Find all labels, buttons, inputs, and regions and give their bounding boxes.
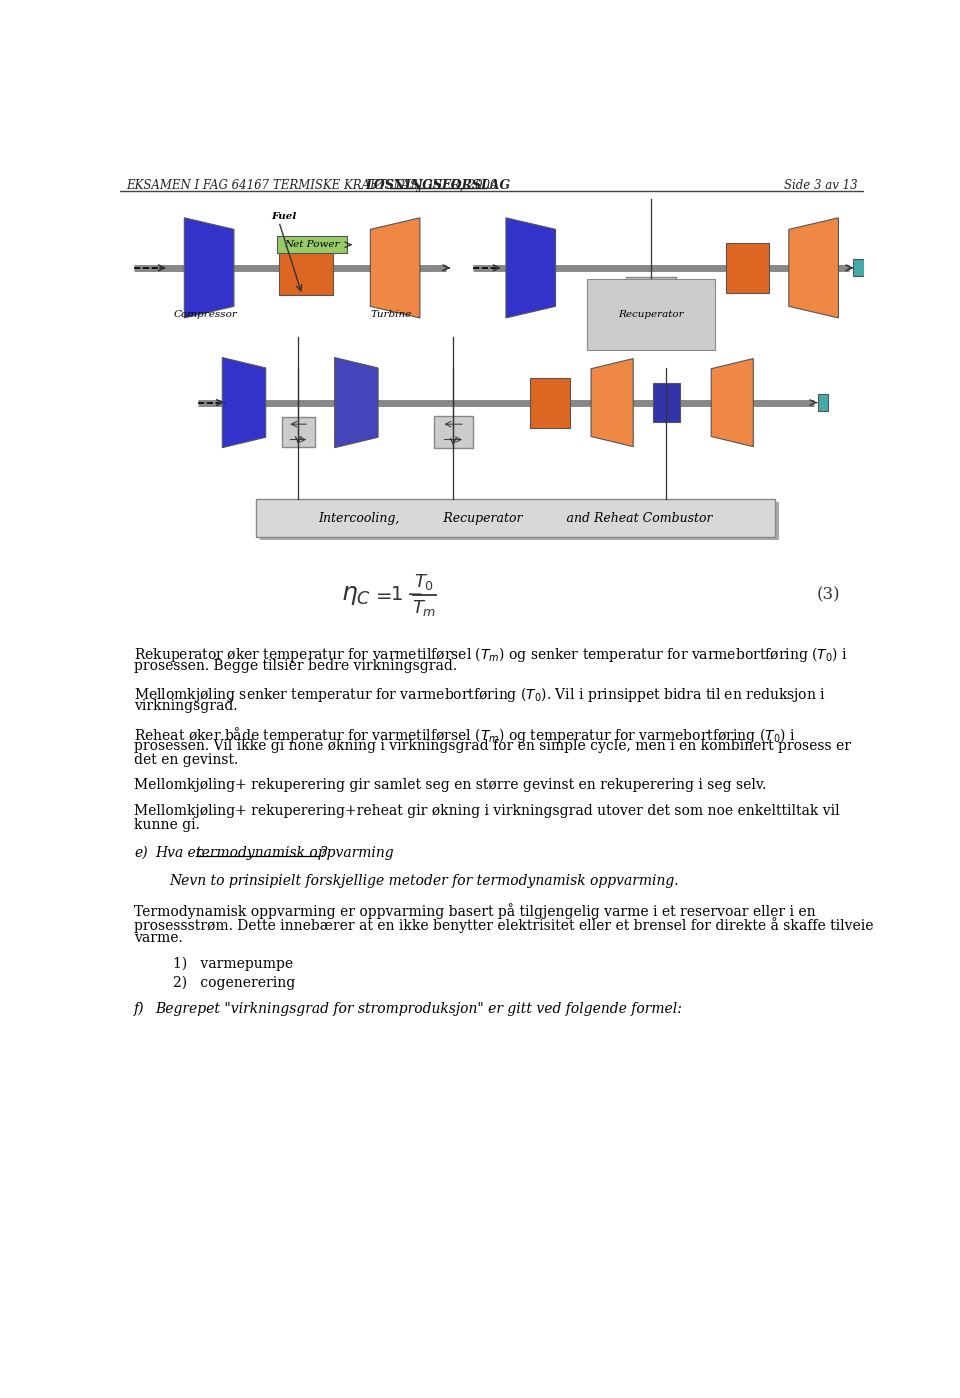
Text: kunne gi.: kunne gi.	[134, 818, 200, 832]
Text: Begrepet "virkningsgrad for stromproduksjon" er gitt ved folgende formel:: Begrepet "virkningsgrad for stromproduks…	[156, 1002, 683, 1016]
Text: $T_0$: $T_0$	[415, 572, 435, 591]
Polygon shape	[223, 358, 266, 447]
Text: f): f)	[134, 1002, 144, 1016]
Text: Side 3 av 13: Side 3 av 13	[784, 179, 858, 192]
FancyBboxPatch shape	[853, 260, 864, 277]
Text: Rekuperator øker temperatur for varmetilførsel ($T_m$) og senker temperatur for : Rekuperator øker temperatur for varmetil…	[134, 644, 848, 664]
Text: 1)   varmepumpe: 1) varmepumpe	[173, 958, 293, 972]
Text: (3): (3)	[817, 587, 841, 604]
FancyBboxPatch shape	[282, 417, 315, 446]
Text: $\mathit{\eta}_C$: $\mathit{\eta}_C$	[341, 583, 371, 607]
FancyBboxPatch shape	[530, 377, 570, 428]
Polygon shape	[371, 218, 420, 317]
Text: Recuperator: Recuperator	[618, 310, 684, 319]
Text: Mellomkjøling senker temperatur for varmebortføring ($T_0$). Vil i prinsippet bi: Mellomkjøling senker temperatur for varm…	[134, 685, 826, 705]
FancyBboxPatch shape	[259, 502, 779, 541]
Text: Net Power: Net Power	[284, 240, 340, 249]
Text: $=$: $=$	[372, 586, 392, 604]
FancyBboxPatch shape	[434, 415, 472, 447]
Text: prosessen. Vil ikke gi none økning i virkningsgrad for en simple cycle, men i en: prosessen. Vil ikke gi none økning i vir…	[134, 740, 851, 754]
Text: Compressor: Compressor	[174, 310, 237, 319]
Text: Reheat øker både temperatur for varmetilførsel ($T_m$) og temperatur for varmebo: Reheat øker både temperatur for varmetil…	[134, 726, 796, 745]
FancyBboxPatch shape	[277, 236, 348, 253]
Text: EKSAMEN I FAG 64167 TERMISKE KRAFTSTASJONER, 2000: EKSAMEN I FAG 64167 TERMISKE KRAFTSTASJO…	[126, 179, 497, 192]
Text: ?: ?	[320, 846, 327, 860]
Text: Turbine: Turbine	[371, 310, 412, 319]
Text: det en gevinst.: det en gevinst.	[134, 754, 238, 768]
Text: prosessstrøm. Dette innebærer at en ikke benytter elektrisitet eller et brensel : prosessstrøm. Dette innebærer at en ikke…	[134, 917, 874, 932]
Polygon shape	[711, 358, 754, 446]
Text: $T_m$: $T_m$	[413, 598, 437, 618]
Text: Hva er: Hva er	[156, 846, 207, 860]
FancyBboxPatch shape	[653, 383, 680, 422]
Polygon shape	[789, 218, 838, 317]
Polygon shape	[506, 218, 556, 317]
Text: LØSNINGSFORSLAG: LØSNINGSFORSLAG	[365, 179, 511, 192]
Text: prosessen. Begge tilsier bedre virkningsgrad.: prosessen. Begge tilsier bedre virknings…	[134, 658, 457, 672]
FancyBboxPatch shape	[626, 277, 676, 317]
Polygon shape	[591, 358, 634, 446]
Text: Mellomkjøling+ rekuperering+reheat gir økning i virkningsgrad utover det som noe: Mellomkjøling+ rekuperering+reheat gir ø…	[134, 804, 840, 818]
FancyBboxPatch shape	[727, 243, 769, 294]
Text: Fuel: Fuel	[271, 212, 297, 221]
FancyBboxPatch shape	[278, 240, 333, 295]
Text: Intercooling,           Recuperator           and Reheat Combustor: Intercooling, Recuperator and Reheat Com…	[318, 512, 712, 524]
Text: varme.: varme.	[134, 931, 182, 945]
Text: Termodynamisk oppvarming er oppvarming basert på tilgjengelig varme i et reservo: Termodynamisk oppvarming er oppvarming b…	[134, 903, 816, 918]
Text: termodynamisk oppvarming: termodynamisk oppvarming	[196, 846, 394, 860]
Polygon shape	[335, 358, 378, 447]
Text: virkningsgrad.: virkningsgrad.	[134, 699, 237, 713]
Text: 2)   cogenerering: 2) cogenerering	[173, 976, 295, 990]
Text: $1 -$: $1 -$	[390, 586, 422, 604]
FancyBboxPatch shape	[818, 394, 828, 411]
Text: Mellomkjøling+ rekuperering gir samlet seg en større gevinst en rekuperering i s: Mellomkjøling+ rekuperering gir samlet s…	[134, 777, 766, 791]
Text: e): e)	[134, 846, 148, 860]
FancyBboxPatch shape	[255, 499, 775, 537]
Polygon shape	[184, 218, 234, 317]
Text: Nevn to prinsipielt forskjellige metoder for termodynamisk oppvarming.: Nevn to prinsipielt forskjellige metoder…	[169, 874, 679, 888]
